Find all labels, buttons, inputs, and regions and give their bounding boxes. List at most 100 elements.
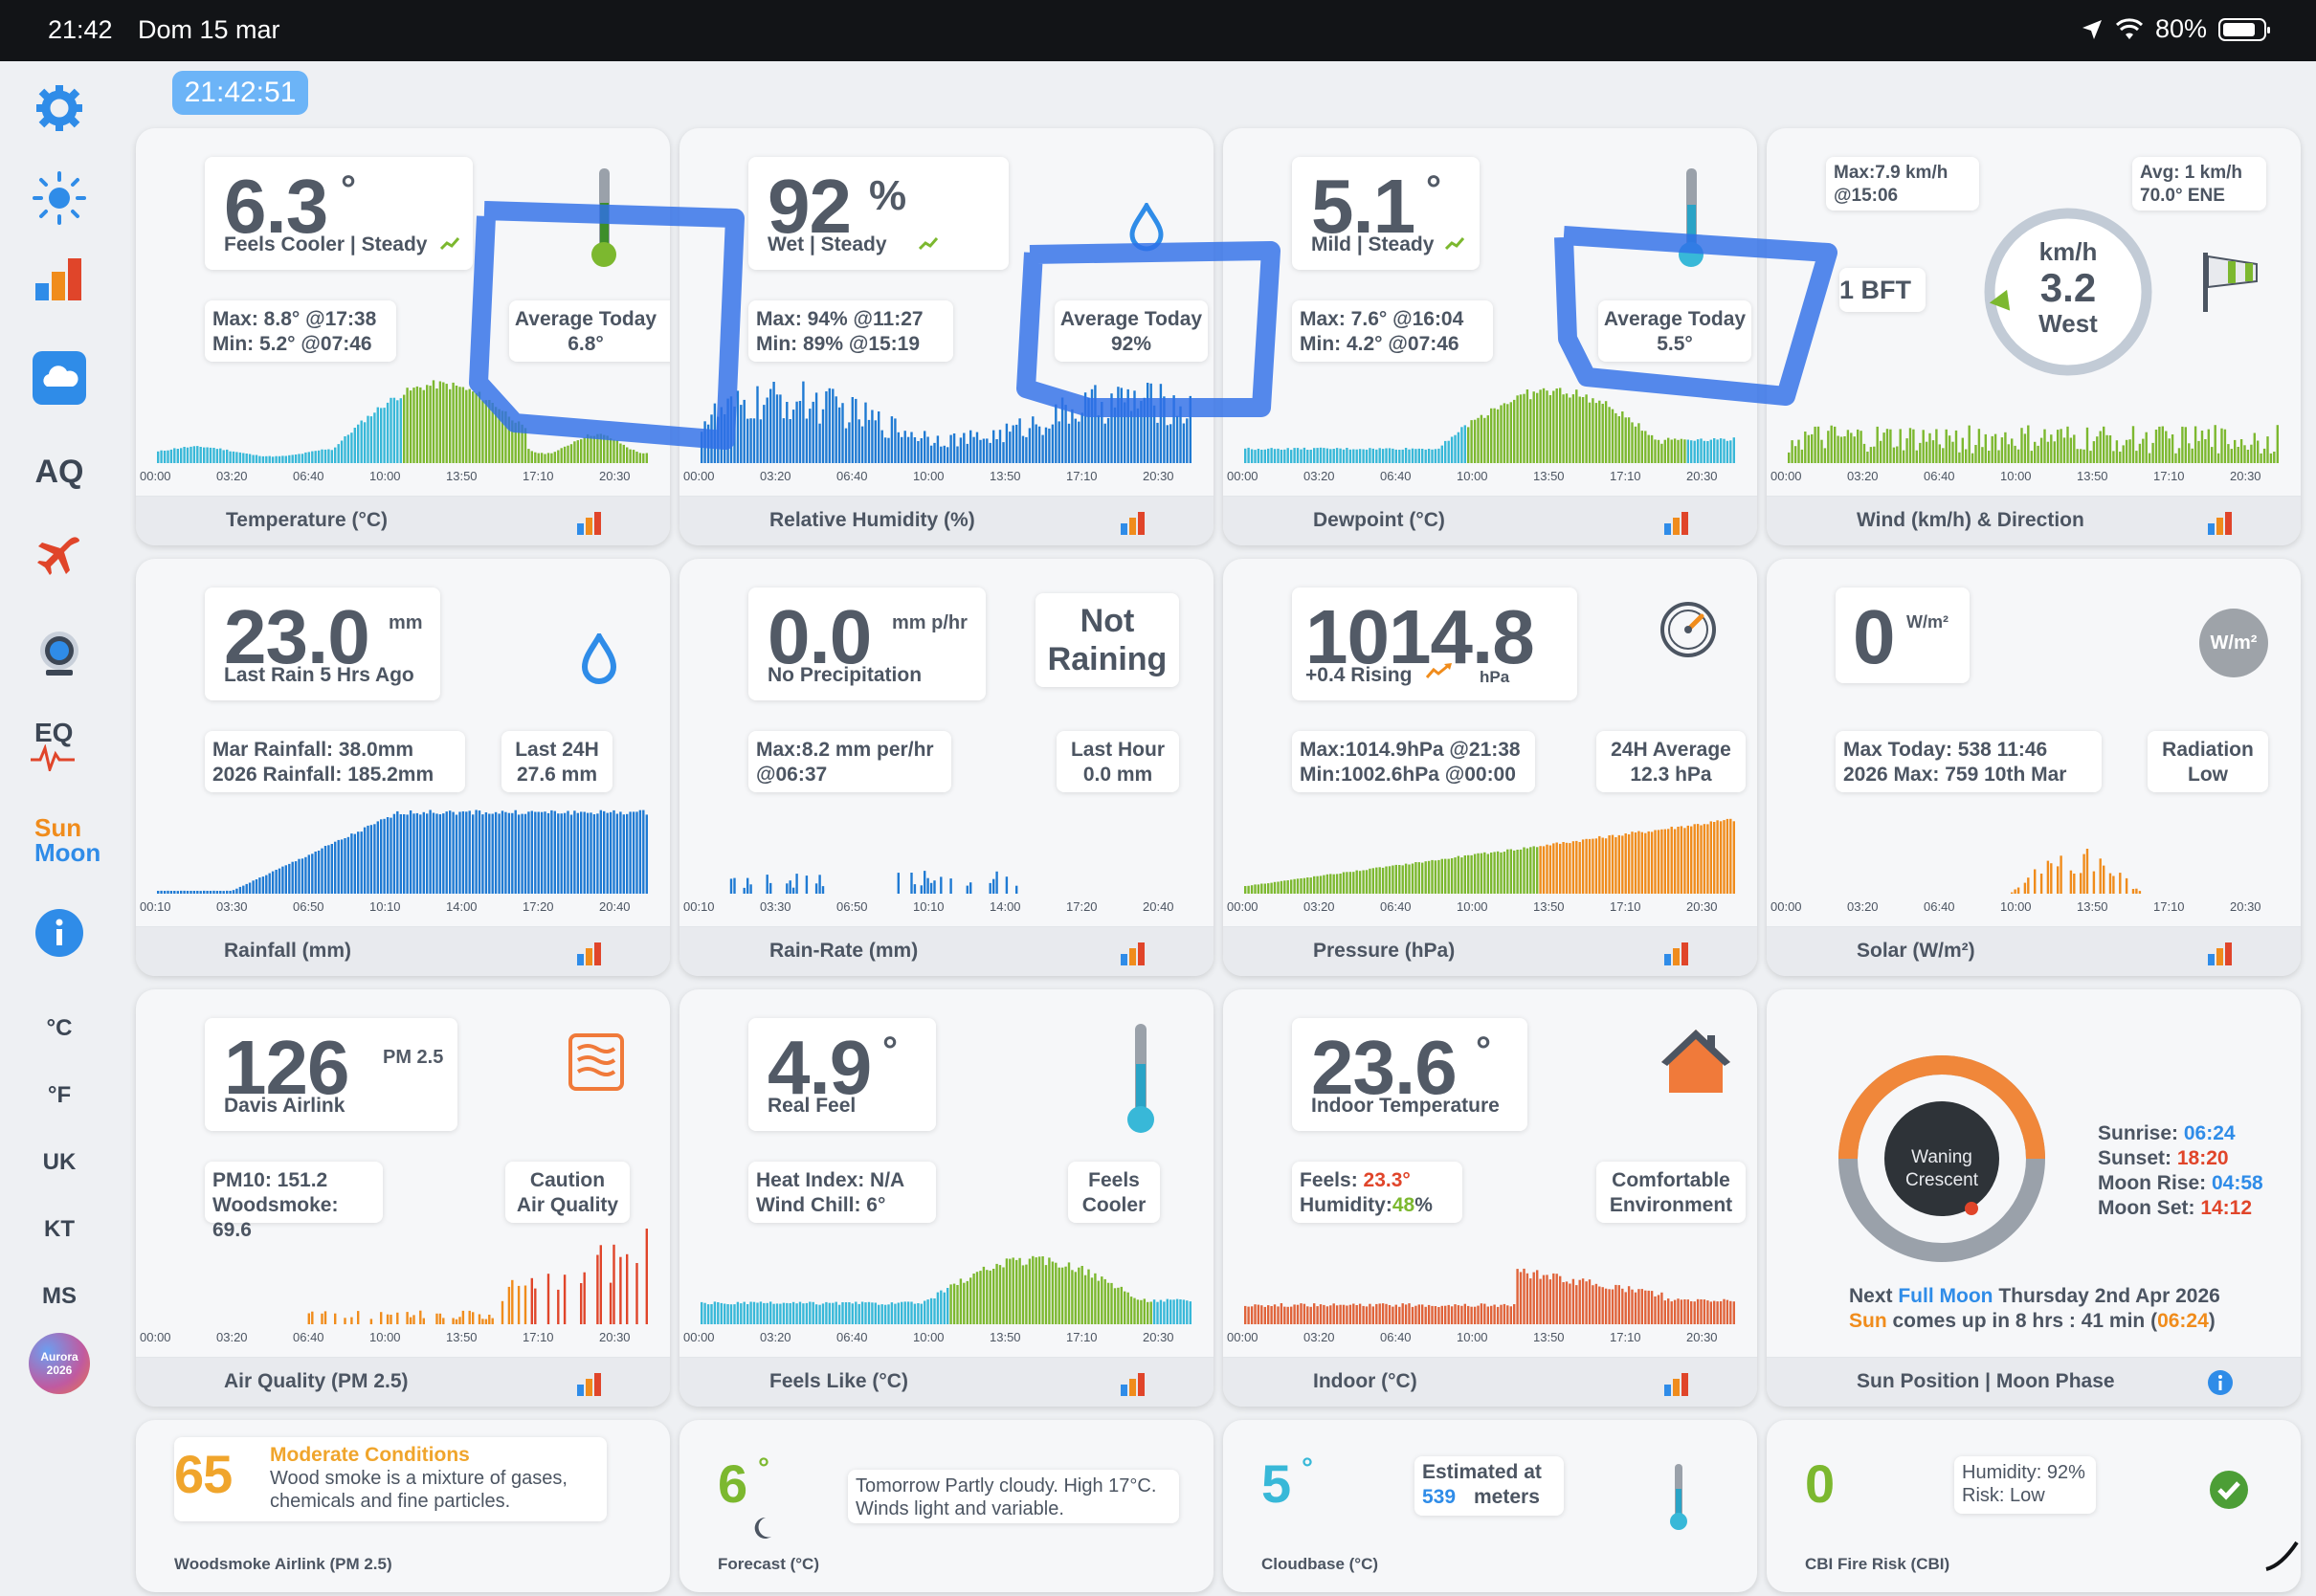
- chart-bar: [609, 811, 612, 894]
- feelslike-tile[interactable]: 4.9 ° Real Feel Heat Index: N/A Wind Chi…: [679, 989, 1214, 1407]
- chart-bar: [1450, 1306, 1454, 1324]
- chart-bar: [1313, 448, 1316, 463]
- rainrate-tile[interactable]: 0.0 mm p/hr No Precipitation Not Raining…: [679, 559, 1214, 976]
- chart-link-icon[interactable]: [576, 510, 603, 535]
- chart-link-icon[interactable]: [1663, 510, 1690, 535]
- rainfall-chart: [157, 809, 648, 894]
- aurora-label: Aurora: [40, 1350, 78, 1363]
- chart-bar: [1365, 1306, 1369, 1324]
- aq-link[interactable]: AQ: [34, 453, 84, 490]
- chart-link-icon[interactable]: [2207, 510, 2234, 535]
- temperature-tile[interactable]: 6.3 ° Feels Cooler | Steady Max: 8.8° @1…: [136, 128, 670, 545]
- chart-bar: [1080, 412, 1083, 463]
- humidity-title: Relative Humidity (%): [769, 509, 975, 531]
- chart-bar: [1529, 1278, 1532, 1324]
- feelslike-verdict-box: Feels Cooler: [1068, 1162, 1160, 1223]
- earthquake-link[interactable]: EQ: [29, 712, 90, 771]
- chart-bar: [726, 1304, 729, 1324]
- feelslike-verdict-line1: Feels: [1088, 1169, 1140, 1191]
- chart-bar: [969, 1277, 972, 1324]
- unit-celsius[interactable]: °C: [46, 1015, 73, 1041]
- unit-fahrenheit[interactable]: °F: [47, 1082, 72, 1108]
- chart-bar: [2039, 874, 2043, 894]
- fire-risk-tile[interactable]: 0 Humidity: 92% Risk: Low CBI Fire Risk …: [1767, 1420, 2301, 1592]
- chart-bar: [1021, 435, 1025, 463]
- chart-link-icon[interactable]: [2207, 941, 2234, 965]
- chart-bar: [1637, 831, 1640, 894]
- humidity-value-box: 92 % Wet | Steady: [748, 157, 1009, 270]
- pressure-tile[interactable]: 1014.8 +0.4 Rising hPa Max:1014.9hPa @21…: [1223, 559, 1757, 976]
- unit-ms[interactable]: MS: [42, 1283, 77, 1309]
- sun-theme-icon[interactable]: [29, 170, 90, 226]
- chart-bar: [1437, 1307, 1440, 1324]
- chart-bar: [809, 409, 812, 463]
- chart-bar: [1316, 876, 1319, 894]
- wind-tile[interactable]: Max:7.9 km/h @15:06 Avg: 1 km/h 70.0° EN…: [1767, 128, 2301, 545]
- x-tick-label: 20:30: [599, 469, 631, 483]
- chart-bar: [438, 814, 442, 894]
- sun-moon-link[interactable]: Sun Moon: [29, 808, 100, 867]
- indoor-humidity-unit: %: [1414, 1194, 1433, 1216]
- chart-bar: [1335, 1305, 1339, 1324]
- chart-link-icon[interactable]: [1663, 941, 1690, 965]
- chart-bar: [1519, 394, 1523, 463]
- cloudbase-tile[interactable]: 5 ° Estimated at 539 meters Cloudbase (°…: [1223, 1420, 1757, 1592]
- wind-speed: 3.2: [2039, 265, 2097, 310]
- chart-bar: [837, 1304, 841, 1324]
- chart-bar: [1719, 438, 1723, 463]
- info-icon[interactable]: [2207, 1369, 2234, 1396]
- dewpoint-title: Dewpoint (°C): [1313, 509, 1445, 531]
- chart-bar: [219, 448, 222, 463]
- chart-bar: [261, 876, 265, 894]
- chart-bar: [752, 418, 756, 463]
- chart-bar: [812, 1301, 814, 1324]
- settings-gear-icon[interactable]: [29, 80, 90, 136]
- chart-link-icon[interactable]: [1120, 510, 1147, 535]
- airplane-icon[interactable]: [29, 530, 90, 586]
- chart-bar: [458, 1317, 461, 1324]
- rainrate-max: Max:8.2 mm per/hr: [756, 739, 934, 761]
- chart-bar: [1902, 450, 1905, 463]
- unit-knots[interactable]: KT: [44, 1216, 75, 1242]
- chart-bar: [1431, 1305, 1434, 1324]
- chart-bar: [936, 435, 940, 463]
- chart-bar: [275, 455, 278, 463]
- chart-bar: [1094, 1273, 1097, 1324]
- humidity-tile[interactable]: 92 % Wet | Steady Max: 94% @11:27 Min: 8…: [679, 128, 1214, 545]
- webcam-icon[interactable]: [29, 626, 90, 681]
- cloud-weather-icon[interactable]: [29, 350, 90, 406]
- info-icon[interactable]: [29, 905, 90, 961]
- chart-bar: [1922, 430, 1925, 463]
- chart-link-icon[interactable]: [576, 941, 603, 965]
- aurora-button[interactable]: Aurora 2026: [29, 1333, 90, 1394]
- dewpoint-value: 5.1: [1311, 164, 1415, 249]
- chart-link-icon[interactable]: [1120, 1371, 1147, 1396]
- airquality-tile[interactable]: 126 PM 2.5 Davis Airlink PM10: 151.2 Woo…: [136, 989, 670, 1407]
- charts-bar-icon[interactable]: [29, 251, 90, 306]
- sunmoon-tile[interactable]: Waning Crescent Sunrise: 06:24 Sunset: 1…: [1767, 989, 2301, 1407]
- chart-bar: [1454, 857, 1457, 894]
- forecast-tile[interactable]: 6 ° Tomorrow Partly cloudy. High 17°C. W…: [679, 1420, 1214, 1592]
- chart-link-icon[interactable]: [1120, 941, 1147, 965]
- chart-bar: [2131, 889, 2135, 894]
- chart-bar: [481, 814, 484, 894]
- solar-tile[interactable]: 0 W/m² W/m² Max Today: 538 11:46 2026 Ma…: [1767, 559, 2301, 976]
- rainfall-tile[interactable]: 23.0 mm Last Rain 5 Hrs Ago Mar Rainfall…: [136, 559, 670, 976]
- chart-bar: [235, 888, 238, 894]
- chart-bar: [189, 891, 192, 894]
- x-tick-label: 03:20: [1847, 469, 1879, 483]
- chart-bar: [706, 1304, 710, 1324]
- chart-bar: [373, 824, 376, 894]
- unit-uk[interactable]: UK: [42, 1149, 77, 1175]
- chart-link-icon[interactable]: [1663, 1371, 1690, 1396]
- feelslike-status: Real Feel: [768, 1095, 857, 1117]
- woodsmoke-tile[interactable]: 65 Moderate Conditions Wood smoke is a m…: [136, 1420, 670, 1592]
- chart-bar: [592, 435, 596, 463]
- chart-bar: [1617, 834, 1620, 894]
- trend-steady-icon: [440, 237, 459, 251]
- chart-link-icon[interactable]: [576, 1371, 603, 1396]
- indoor-tile[interactable]: 23.6 ° Indoor Temperature Feels: 23.3° H…: [1223, 989, 1757, 1407]
- chart-bar: [1309, 877, 1312, 894]
- chart-bar: [1460, 1305, 1463, 1324]
- dewpoint-tile[interactable]: 5.1 ° Mild | Steady Max: 7.6° @16:04 Min…: [1223, 128, 1757, 545]
